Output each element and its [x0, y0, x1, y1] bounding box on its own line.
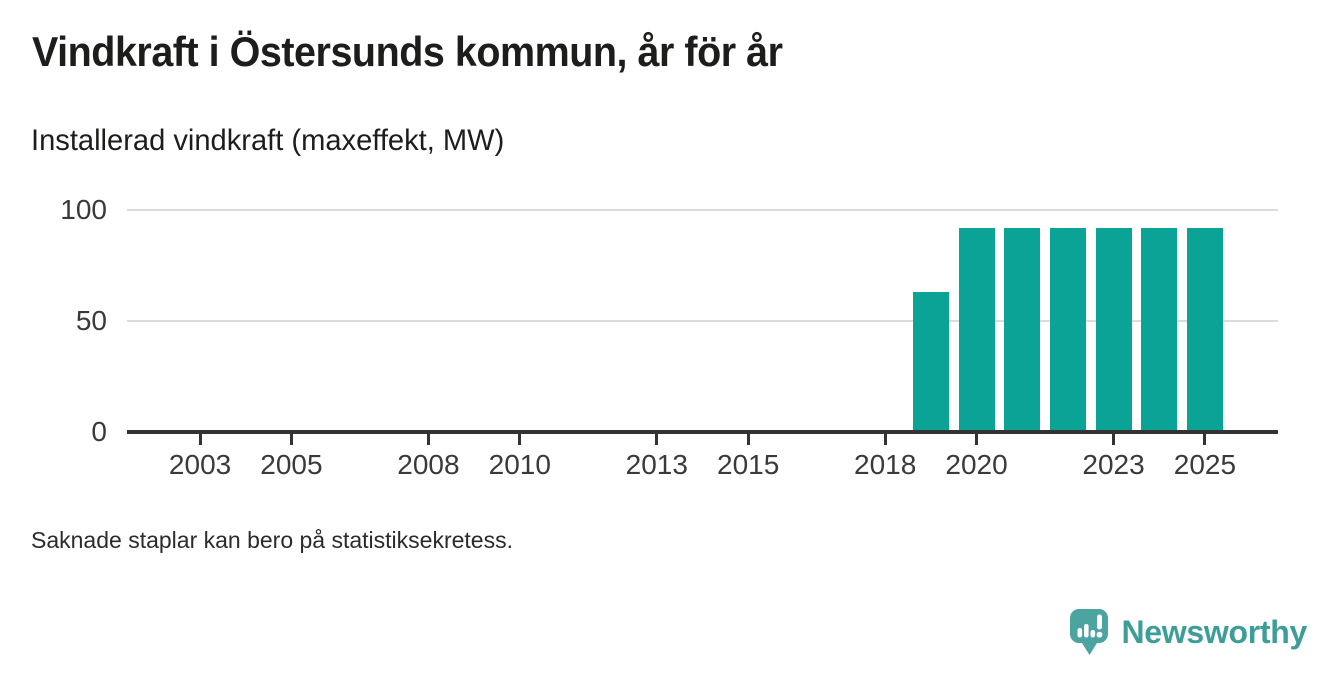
y-axis-label-0: 0 [91, 416, 107, 447]
x-axis-label-2013: 2013 [625, 449, 688, 480]
x-axis-tick-2023 [1112, 434, 1116, 445]
x-axis-label-2003: 2003 [168, 449, 232, 480]
bar-2024 [1141, 227, 1178, 432]
x-axis-label-2023: 2023 [1082, 449, 1145, 480]
x-axis-tick-2013 [655, 434, 659, 445]
x-axis-label-2010: 2010 [488, 449, 551, 480]
bar-2023 [1095, 227, 1132, 432]
footnote: Saknade staplar kan bero på statistiksek… [31, 527, 513, 553]
newsworthy-logo-icon [1069, 608, 1108, 656]
bar-2025 [1186, 227, 1223, 432]
x-axis-label-2025: 2025 [1173, 449, 1237, 480]
bar-2019 [912, 292, 949, 432]
x-axis-tick-2025 [1203, 434, 1207, 445]
x-axis-tick-2010 [518, 434, 522, 445]
newsworthy-wordmark: Newsworthy [1121, 613, 1308, 650]
bar-2020 [958, 227, 995, 432]
y-axis-label-100: 100 [60, 194, 107, 225]
x-axis-label-2015: 2015 [717, 449, 780, 480]
chart-subtitle: Installerad vindkraft (maxeffekt, MW) [31, 124, 505, 157]
chart-title: Vindkraft i Östersunds kommun, år för år [32, 28, 783, 75]
gridline-100 [127, 209, 1278, 211]
gridline-50 [127, 320, 1278, 322]
x-axis-tick-2015 [746, 434, 750, 445]
bar-2021 [1004, 227, 1041, 432]
x-axis-tick-2018 [883, 434, 887, 445]
x-axis-tick-2020 [975, 434, 979, 445]
x-axis-label-2008: 2008 [397, 449, 460, 480]
x-axis-label-2005: 2005 [260, 449, 323, 480]
newsworthy-logo: Newsworthy [1069, 604, 1308, 660]
x-axis-tick-2003 [198, 434, 202, 445]
x-axis-tick-2005 [289, 434, 293, 445]
x-axis-label-2020: 2020 [945, 449, 1008, 480]
x-axis-label-2018: 2018 [854, 449, 917, 480]
bar-2022 [1049, 227, 1086, 432]
x-axis-tick-2008 [426, 434, 430, 445]
x-axis-line [127, 430, 1278, 434]
y-axis-label-50: 50 [75, 305, 107, 336]
